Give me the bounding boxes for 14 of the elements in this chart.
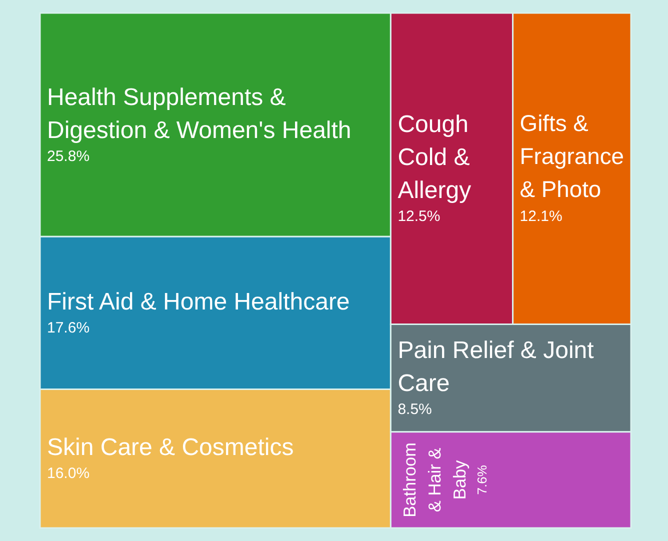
category-label: Health Supplements & Digestion & Women's Health	[47, 84, 352, 144]
data-label: 8.5%	[398, 401, 432, 418]
data-label: 25.8%	[47, 148, 90, 165]
category-label: Pain Relief & Joint Care	[398, 337, 594, 398]
data-label: 16.0%	[47, 465, 90, 482]
category-label: Cough Cold & Allergy	[398, 111, 472, 204]
data-label: 17.6%	[47, 319, 90, 336]
category-label: Bathroom & Hair & Baby	[400, 442, 470, 518]
data-label: 7.6%	[474, 464, 490, 495]
category-label: Skin Care & Cosmetics	[47, 434, 294, 462]
category-label: First Aid & Home Healthcare	[47, 288, 350, 316]
category-label: Gifts & Fragrance & Photo	[520, 110, 624, 202]
data-label: 12.5%	[398, 208, 440, 226]
data-label: 12.1%	[520, 208, 562, 226]
